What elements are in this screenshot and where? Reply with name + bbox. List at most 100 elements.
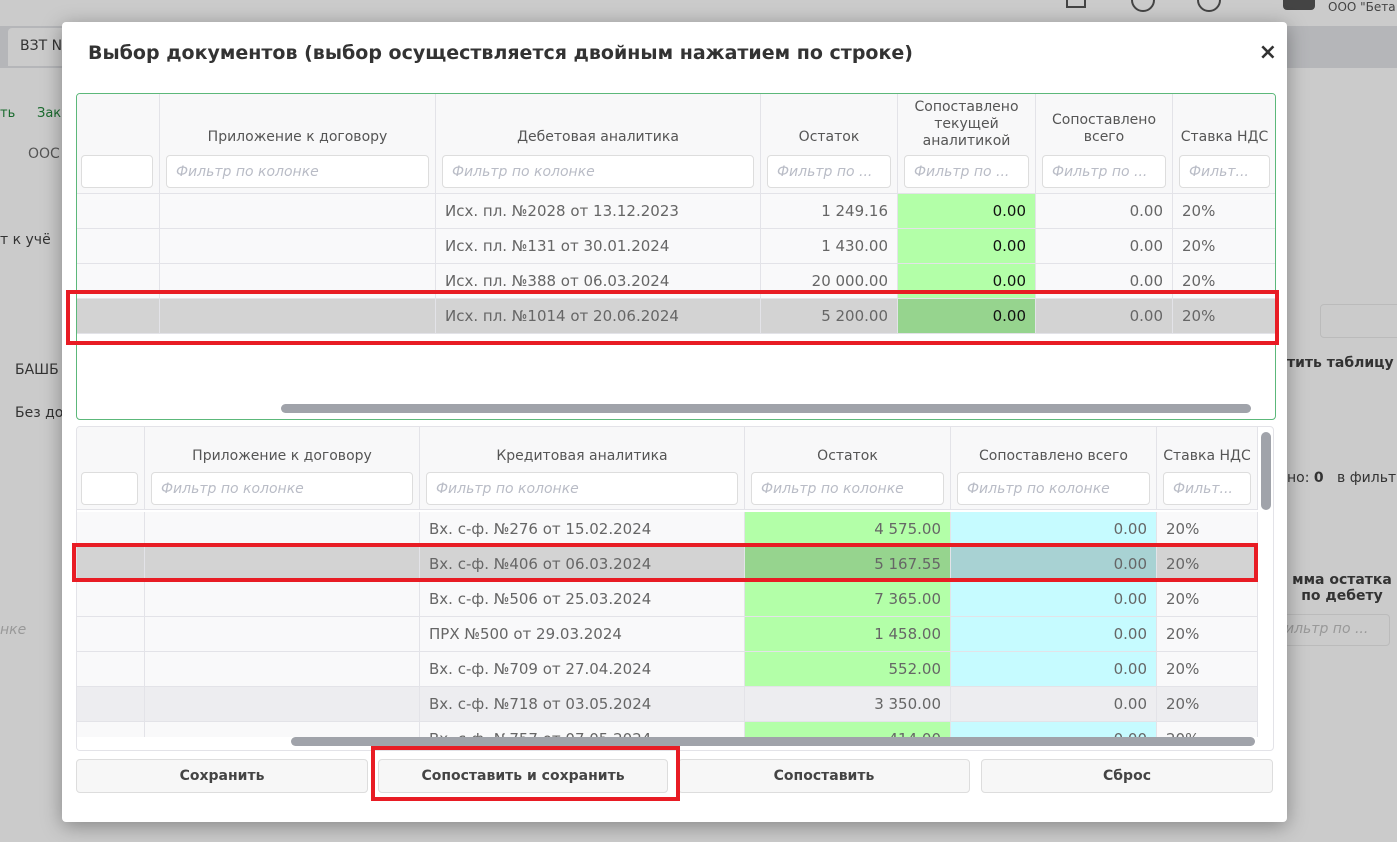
credit-cell[interactable] bbox=[145, 617, 420, 652]
debit-cell[interactable]: 1 430.00 bbox=[761, 229, 898, 264]
accounting-select[interactable]: т к учё bbox=[0, 232, 51, 248]
debit-cell[interactable]: 20% bbox=[1173, 264, 1275, 299]
credit-cell[interactable] bbox=[77, 582, 145, 617]
credit-cell[interactable]: 0.00 bbox=[951, 512, 1157, 547]
debit-grid: Приложение к договору Фильтр по колонке Де… bbox=[76, 93, 1276, 420]
column-filter-input[interactable]: Фильтр по колонке bbox=[957, 472, 1150, 505]
credit-cell[interactable]: 0.00 bbox=[951, 687, 1157, 722]
debit-cell[interactable]: 0.00 bbox=[898, 264, 1036, 299]
credit-cell[interactable]: 1 458.00 bbox=[745, 617, 951, 652]
credit-vertical-scrollbar[interactable] bbox=[1261, 432, 1271, 510]
credit-cell[interactable]: 4 575.00 bbox=[745, 512, 951, 547]
debit-cell[interactable]: 0.00 bbox=[1036, 264, 1173, 299]
bg-col-filter[interactable]: ильтр по ... bbox=[1270, 614, 1390, 646]
column-filter-input[interactable]: Фильтр по колонке bbox=[751, 472, 944, 505]
column-filter-input[interactable]: Фильтр по ... bbox=[767, 155, 891, 188]
link-1[interactable]: ть bbox=[0, 106, 16, 121]
debit-cell[interactable]: 0.00 bbox=[1036, 299, 1173, 334]
debit-cell[interactable]: 0.00 bbox=[1036, 229, 1173, 264]
credit-cell[interactable]: Вх. с-ф. №718 от 03.05.2024 bbox=[420, 687, 745, 722]
credit-cell[interactable] bbox=[77, 617, 145, 652]
credit-cell[interactable]: 3 350.00 bbox=[745, 687, 951, 722]
credit-cell[interactable]: Вх. с-ф. №406 от 06.03.2024 bbox=[420, 547, 745, 582]
debit-cell[interactable] bbox=[77, 229, 160, 264]
credit-cell[interactable] bbox=[145, 687, 420, 722]
credit-cell[interactable]: 20% bbox=[1157, 687, 1258, 722]
reset-button[interactable]: Сброс bbox=[981, 759, 1273, 793]
credit-horizontal-scrollbar[interactable] bbox=[291, 737, 1255, 746]
debit-cell[interactable]: Исх. пл. №2028 от 13.12.2023 bbox=[436, 194, 761, 229]
credit-cell[interactable]: 7 365.00 bbox=[745, 582, 951, 617]
selected-label: но: bbox=[1287, 470, 1310, 486]
credit-cell[interactable]: Вх. с-ф. №709 от 27.04.2024 bbox=[420, 652, 745, 687]
debit-cell[interactable]: 20 000.00 bbox=[761, 264, 898, 299]
column-filter-input[interactable]: Фильтр по колонке bbox=[166, 155, 429, 188]
credit-cell[interactable] bbox=[77, 512, 145, 547]
tab-vzt[interactable]: ВЗТ N bbox=[8, 28, 68, 66]
debit-cell[interactable] bbox=[77, 264, 160, 299]
credit-cell[interactable]: 0.00 bbox=[951, 547, 1157, 582]
bg-input[interactable] bbox=[1320, 304, 1397, 338]
clear-table-button[interactable]: тить таблицу bbox=[1287, 355, 1394, 371]
credit-cell[interactable]: 0.00 bbox=[951, 617, 1157, 652]
match-button[interactable]: Сопоставить bbox=[678, 759, 970, 793]
debit-cell[interactable]: 0.00 bbox=[898, 229, 1036, 264]
debit-cell[interactable]: 0.00 bbox=[1036, 194, 1173, 229]
debit-cell[interactable] bbox=[77, 194, 160, 229]
column-filter-input[interactable]: Фильтр по колонке bbox=[426, 472, 738, 505]
debit-cell[interactable]: Исх. пл. №388 от 06.03.2024 bbox=[436, 264, 761, 299]
credit-cell[interactable]: 20% bbox=[1157, 512, 1258, 547]
credit-cell[interactable] bbox=[77, 652, 145, 687]
credit-cell[interactable]: Вх. с-ф. №276 от 15.02.2024 bbox=[420, 512, 745, 547]
match-and-save-button[interactable]: Сопоставить и сохранить bbox=[378, 759, 668, 793]
debit-cell[interactable]: Исх. пл. №131 от 30.01.2024 bbox=[436, 229, 761, 264]
debit-cell[interactable]: 5 200.00 bbox=[761, 299, 898, 334]
credit-cell[interactable]: 0.00 bbox=[951, 652, 1157, 687]
column-filter-input[interactable] bbox=[81, 472, 138, 505]
credit-cell[interactable]: 20% bbox=[1157, 547, 1258, 582]
debit-cell[interactable] bbox=[160, 229, 436, 264]
debit-cell[interactable]: 0.00 bbox=[898, 299, 1036, 334]
credit-cell[interactable]: 0.00 bbox=[951, 582, 1157, 617]
close-icon[interactable]: × bbox=[1258, 40, 1277, 65]
debit-cell[interactable]: 20% bbox=[1173, 229, 1275, 264]
credit-cell[interactable] bbox=[77, 687, 145, 722]
credit-cell[interactable]: ПРХ №500 от 29.03.2024 bbox=[420, 617, 745, 652]
user-icon[interactable] bbox=[1283, 0, 1315, 10]
home-icon[interactable] bbox=[1066, 0, 1086, 8]
credit-cell[interactable]: 552.00 bbox=[745, 652, 951, 687]
debit-cell[interactable] bbox=[160, 194, 436, 229]
credit-cell[interactable] bbox=[145, 547, 420, 582]
credit-cell[interactable]: Вх. с-ф. №506 от 25.03.2024 bbox=[420, 582, 745, 617]
column-filter-input[interactable]: Фильтр по ... bbox=[904, 155, 1029, 188]
column-filter-input[interactable]: Фильт... bbox=[1179, 155, 1270, 188]
credit-cell[interactable]: 5 167.55 bbox=[745, 547, 951, 582]
credit-cell[interactable]: 20% bbox=[1157, 652, 1258, 687]
debit-horizontal-scrollbar[interactable] bbox=[281, 404, 1251, 413]
debit-cell[interactable]: 0.00 bbox=[898, 194, 1036, 229]
credit-cell[interactable] bbox=[145, 582, 420, 617]
credit-cell[interactable]: 20% bbox=[1157, 617, 1258, 652]
debit-cell[interactable] bbox=[160, 299, 436, 334]
credit-cell[interactable] bbox=[77, 547, 145, 582]
link-2[interactable]: Зак bbox=[37, 106, 62, 121]
credit-cell[interactable] bbox=[145, 652, 420, 687]
debit-cell[interactable]: 20% bbox=[1173, 194, 1275, 229]
column-label bbox=[77, 427, 144, 465]
column-filter-input[interactable]: Фильтр по колонке bbox=[442, 155, 754, 188]
credit-cell[interactable]: 20% bbox=[1157, 582, 1258, 617]
debit-cell[interactable]: 1 249.16 bbox=[761, 194, 898, 229]
credit-header-1: Приложение к договору Фильтр по колонке bbox=[145, 427, 420, 510]
credit-cell[interactable] bbox=[145, 512, 420, 547]
column-filter-input[interactable]: Фильтр по ... bbox=[1042, 155, 1166, 188]
debit-cell[interactable] bbox=[77, 299, 160, 334]
save-button[interactable]: Сохранить bbox=[76, 759, 368, 793]
debit-cell[interactable]: Исх. пл. №1014 от 20.06.2024 bbox=[436, 299, 761, 334]
column-filter-input[interactable]: Фильт... bbox=[1163, 472, 1251, 505]
debit-cell[interactable]: 20% bbox=[1173, 299, 1275, 334]
column-filter-input[interactable]: Фильтр по колонке bbox=[151, 472, 413, 505]
credit-header-4: Сопоставлено всего Фильтр по колонке bbox=[951, 427, 1157, 510]
column-filter-input[interactable] bbox=[81, 155, 153, 188]
debit-cell[interactable] bbox=[160, 264, 436, 299]
cell-bashb: БАШБ bbox=[15, 362, 59, 378]
